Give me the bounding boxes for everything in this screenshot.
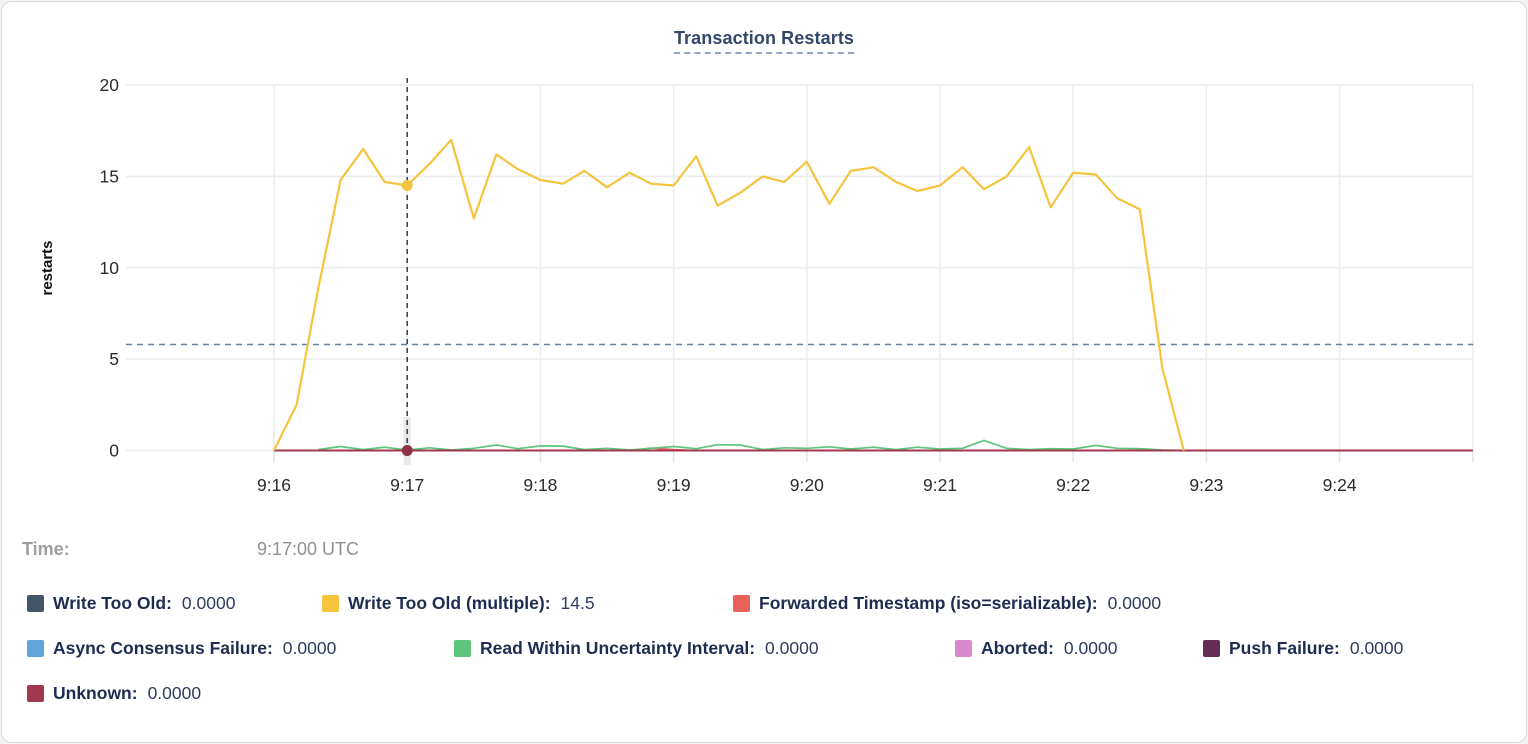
legend-value: 0.0000 — [765, 637, 819, 658]
legend-item-write-too-old-multiple[interactable]: Write Too Old (multiple): 14.5 — [322, 591, 595, 615]
y-axis-label: 5 — [109, 349, 119, 369]
x-axis-label: 9:21 — [923, 475, 957, 495]
x-axis-label: 9:23 — [1189, 475, 1223, 495]
legend-swatch-aborted — [955, 639, 972, 657]
legend-value: 0.0000 — [282, 637, 337, 658]
legend-value: 0.0000 — [1349, 637, 1404, 658]
legend-label: Unknown: — [53, 682, 138, 703]
legend-label: Aborted: — [981, 637, 1054, 658]
y-axis-label: 10 — [100, 258, 120, 278]
y-axis-title: restarts — [39, 240, 56, 295]
legend-label: Push Failure: — [1229, 637, 1340, 658]
legend-swatch-forwarded-timestamp — [733, 594, 750, 612]
legend-swatch-unknown — [27, 684, 44, 702]
legend-item-push-failure[interactable]: Push Failure: 0.0000 — [1203, 636, 1403, 660]
legend-swatch-async-consensus-failure — [27, 639, 44, 657]
legend-value: 0.0000 — [1063, 637, 1118, 658]
legend-value: 0.0000 — [147, 682, 202, 703]
legend-item-forwarded-timestamp[interactable]: Forwarded Timestamp (iso=serializable): … — [733, 591, 1161, 615]
legend-swatch-read-within-uncertainty-interval — [454, 639, 471, 657]
tooltip-time-label: Time: — [22, 539, 70, 559]
x-axis-label: 9:20 — [790, 475, 824, 495]
legend-label: Read Within Uncertainty Interval: — [480, 637, 756, 658]
legend-label: Write Too Old (multiple): — [348, 592, 551, 613]
legend-item-unknown[interactable]: Unknown: 0.0000 — [27, 681, 201, 705]
legend-item-async-consensus-failure[interactable]: Async Consensus Failure: 0.0000 — [27, 636, 336, 660]
x-axis-label: 9:22 — [1056, 475, 1090, 495]
x-axis-label: 9:19 — [657, 475, 691, 495]
legend-item-read-within-uncertainty-interval[interactable]: Read Within Uncertainty Interval: 0.0000 — [454, 636, 819, 660]
x-axis-label: 9:18 — [523, 475, 557, 495]
hover-dot — [401, 445, 413, 456]
legend-label: Write Too Old: — [53, 592, 172, 613]
hover-dot — [401, 180, 413, 192]
tooltip-time-value: 9:17:00 UTC — [257, 539, 360, 559]
legend-swatch-write-too-old — [27, 594, 44, 612]
legend-value: 0.0000 — [181, 592, 236, 613]
y-axis-label: 15 — [100, 166, 119, 186]
legend-label: Async Consensus Failure: — [53, 637, 273, 658]
series-line[interactable] — [273, 138, 1185, 451]
y-axis-label: 0 — [109, 441, 119, 461]
legend-label: Forwarded Timestamp (iso=serializable): — [759, 592, 1098, 613]
x-axis-label: 9:24 — [1323, 475, 1357, 495]
series-line[interactable] — [317, 439, 1184, 452]
legend-item-write-too-old[interactable]: Write Too Old: 0.0000 — [27, 591, 235, 615]
x-axis-label: 9:17 — [390, 475, 424, 495]
legend-item-aborted[interactable]: Aborted: 0.0000 — [955, 636, 1117, 660]
legend-swatch-write-too-old-multiple — [322, 594, 339, 612]
x-axis-label: 9:16 — [257, 475, 291, 495]
y-axis-label: 20 — [100, 75, 120, 95]
chart-title[interactable]: Transaction Restarts — [673, 28, 855, 54]
legend-value: 14.5 — [560, 592, 595, 613]
chart-title-row: Transaction Restarts — [2, 28, 1526, 54]
legend-swatch-push-failure — [1203, 639, 1220, 657]
legend-value: 0.0000 — [1107, 592, 1162, 613]
